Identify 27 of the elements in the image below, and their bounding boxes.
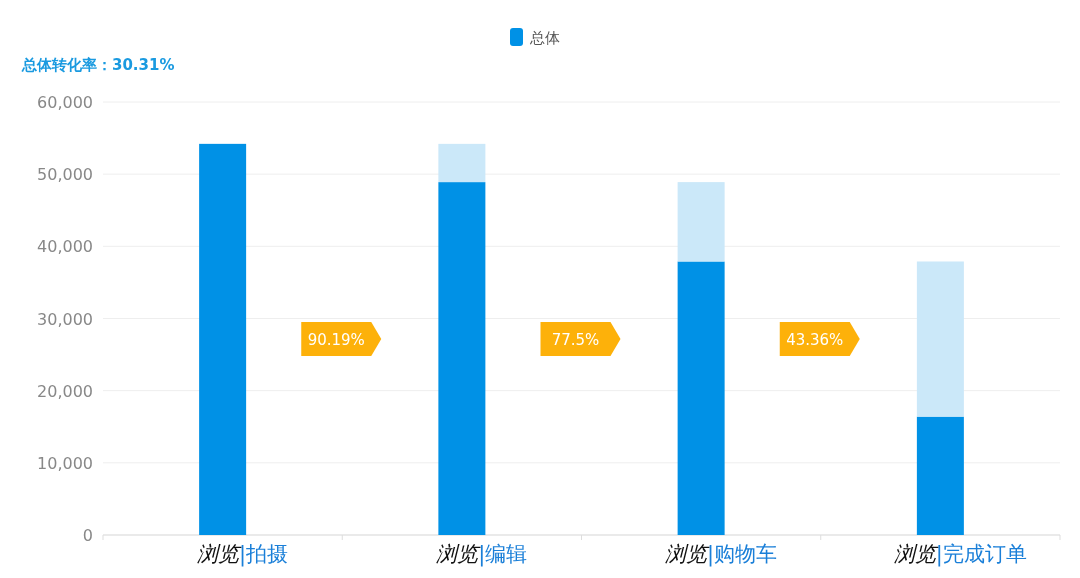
- tag: 90.19%: [301, 322, 382, 357]
- text: 总体转化率：30.31%: [21, 56, 175, 74]
- y-tick-label: 0: [82, 526, 93, 545]
- annotation: 43.36%: [786, 331, 844, 350]
- y-tick-label: 10,000: [37, 453, 93, 473]
- legend: 总体: [510, 28, 560, 47]
- annotation: 77.5%: [551, 331, 600, 350]
- bar: [677, 261, 725, 535]
- x-tick-label: 浏览|拍摄: [197, 542, 289, 567]
- bar: [438, 182, 486, 535]
- tag: 77.5%: [540, 322, 621, 357]
- x-tick-label: 浏览|编辑: [436, 542, 528, 567]
- y-tick-label: 30,000: [37, 309, 93, 329]
- bar: [677, 182, 725, 262]
- bar: [438, 143, 486, 183]
- y-tick-label: 60,000: [37, 93, 93, 112]
- y-tick-label: 40,000: [37, 237, 93, 257]
- tag: 43.36%: [779, 322, 860, 357]
- bar: [916, 416, 964, 535]
- x-tick-label: 浏览|完成订单: [893, 542, 1027, 567]
- y-tick-label: 20,000: [37, 381, 93, 401]
- annotation: 90.19%: [307, 331, 365, 350]
- legend-label: 总体: [529, 29, 560, 47]
- bar: [916, 261, 964, 417]
- y-tick-label: 50,000: [37, 165, 93, 185]
- bar: [199, 143, 247, 535]
- x-tick-label: 浏览|购物车: [665, 542, 778, 567]
